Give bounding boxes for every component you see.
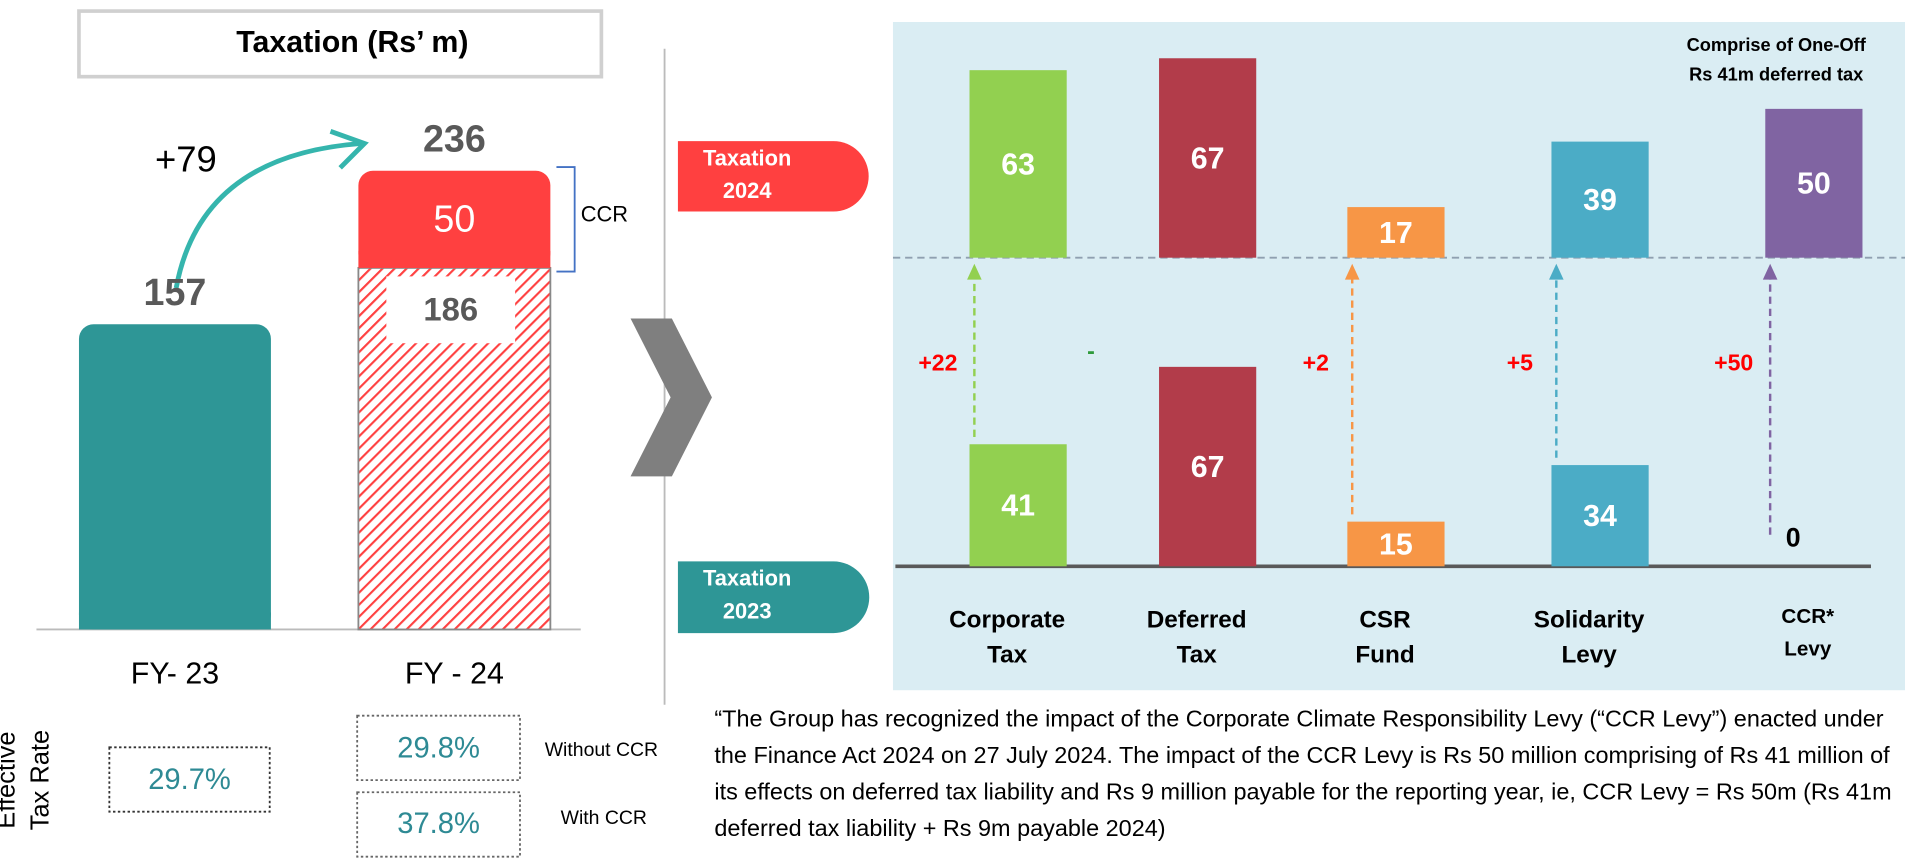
quote: “The Group has recognized the impact of …	[714, 707, 1892, 843]
value-label: 50	[1797, 168, 1831, 201]
x-tick-label: Levy	[1784, 638, 1832, 661]
x-tick-label: Levy	[1561, 642, 1617, 669]
change-label: +5	[1507, 350, 1533, 376]
legend-pill-2024	[677, 141, 869, 212]
change-label: +2	[1303, 350, 1329, 376]
bar	[1159, 366, 1257, 567]
legend-label-box: Taxation 2023	[703, 566, 792, 624]
annotation: Comprise of One-Off	[1687, 35, 1867, 55]
x-tick-label: CCR*	[1781, 605, 1835, 628]
change-arrow-head	[1762, 263, 1778, 280]
etr-label: Effective Tax Rate	[0, 730, 54, 831]
value-label: 34	[1583, 500, 1617, 533]
value-label: 0	[1786, 523, 1801, 553]
etr-box	[356, 714, 521, 782]
value-label: 17	[1379, 217, 1413, 250]
segment-label: 50	[433, 198, 475, 240]
change-arrow-head	[1549, 263, 1564, 280]
x-tick-label: Fund	[1355, 642, 1414, 669]
value-label: 39	[1583, 184, 1617, 217]
annotation: Rs 41m deferred tax	[1689, 64, 1863, 84]
bar	[1347, 521, 1445, 567]
series-label: CCR	[581, 201, 628, 226]
legend-pill-2023	[677, 561, 870, 634]
legend-label: Taxation 2024	[703, 145, 792, 204]
label-bg	[386, 276, 516, 344]
etr-label-line: Tax Rate	[26, 730, 54, 831]
bracket	[556, 166, 576, 273]
value-label: 67	[1191, 451, 1225, 484]
legend-label: Taxation 2023	[703, 566, 792, 624]
bar-corner-fill	[78, 612, 271, 630]
x-tick-label: CSR	[1359, 606, 1411, 633]
bar	[1765, 108, 1863, 258]
x-tick-label: Deferred	[1147, 606, 1247, 633]
bar-segment	[78, 324, 271, 630]
segment-label: 186	[423, 290, 478, 327]
x-tick-label: FY- 23	[131, 658, 219, 691]
bar-corner-fill	[358, 250, 551, 268]
etr-label-line: Effective	[0, 731, 20, 828]
value-label: 63	[1001, 148, 1035, 181]
x-tick-label: FY - 24	[405, 658, 504, 691]
chevron	[630, 318, 712, 477]
bar	[1159, 58, 1257, 258]
change-label: +79	[155, 138, 217, 179]
etr-box	[108, 746, 271, 813]
etr-box	[356, 791, 521, 858]
bar	[969, 70, 1067, 258]
etr-note: With CCR	[561, 807, 647, 829]
value-label: 15	[1379, 528, 1413, 561]
title-box	[77, 9, 604, 79]
total-label: 236	[423, 118, 486, 160]
quote-box: “The Group has recognized the impact of …	[714, 707, 1892, 843]
etr-value: 29.7%	[148, 764, 231, 796]
change-label: +50	[1714, 350, 1753, 376]
x-tick-label: Tax	[987, 642, 1028, 669]
etr-value: 29.8%	[397, 732, 480, 764]
etr-value: 37.8%	[397, 808, 480, 840]
x-tick-label: Corporate	[949, 606, 1065, 633]
etr-note: Without CCR	[545, 739, 658, 761]
change-arrow	[173, 141, 362, 289]
total-label: 157	[144, 271, 207, 313]
bar	[969, 444, 1067, 567]
bar	[1347, 207, 1445, 258]
change-arrow-head	[967, 263, 982, 280]
value-label: 41	[1001, 490, 1035, 523]
x-tick-label: Solidarity	[1534, 606, 1645, 633]
change-label: +22	[918, 350, 957, 376]
bar-segment	[358, 170, 551, 268]
change-arrow-head	[1344, 263, 1360, 280]
change-label: -	[1087, 338, 1095, 364]
value-label: 67	[1191, 142, 1225, 175]
change-arrow-head	[329, 129, 369, 170]
bar	[1551, 141, 1649, 258]
x-tick-label: Tax	[1177, 642, 1218, 669]
left-title: Taxation (Rs’ m)	[236, 26, 468, 59]
legend-label-box: Taxation 2024	[703, 145, 792, 204]
bar	[1551, 465, 1649, 567]
